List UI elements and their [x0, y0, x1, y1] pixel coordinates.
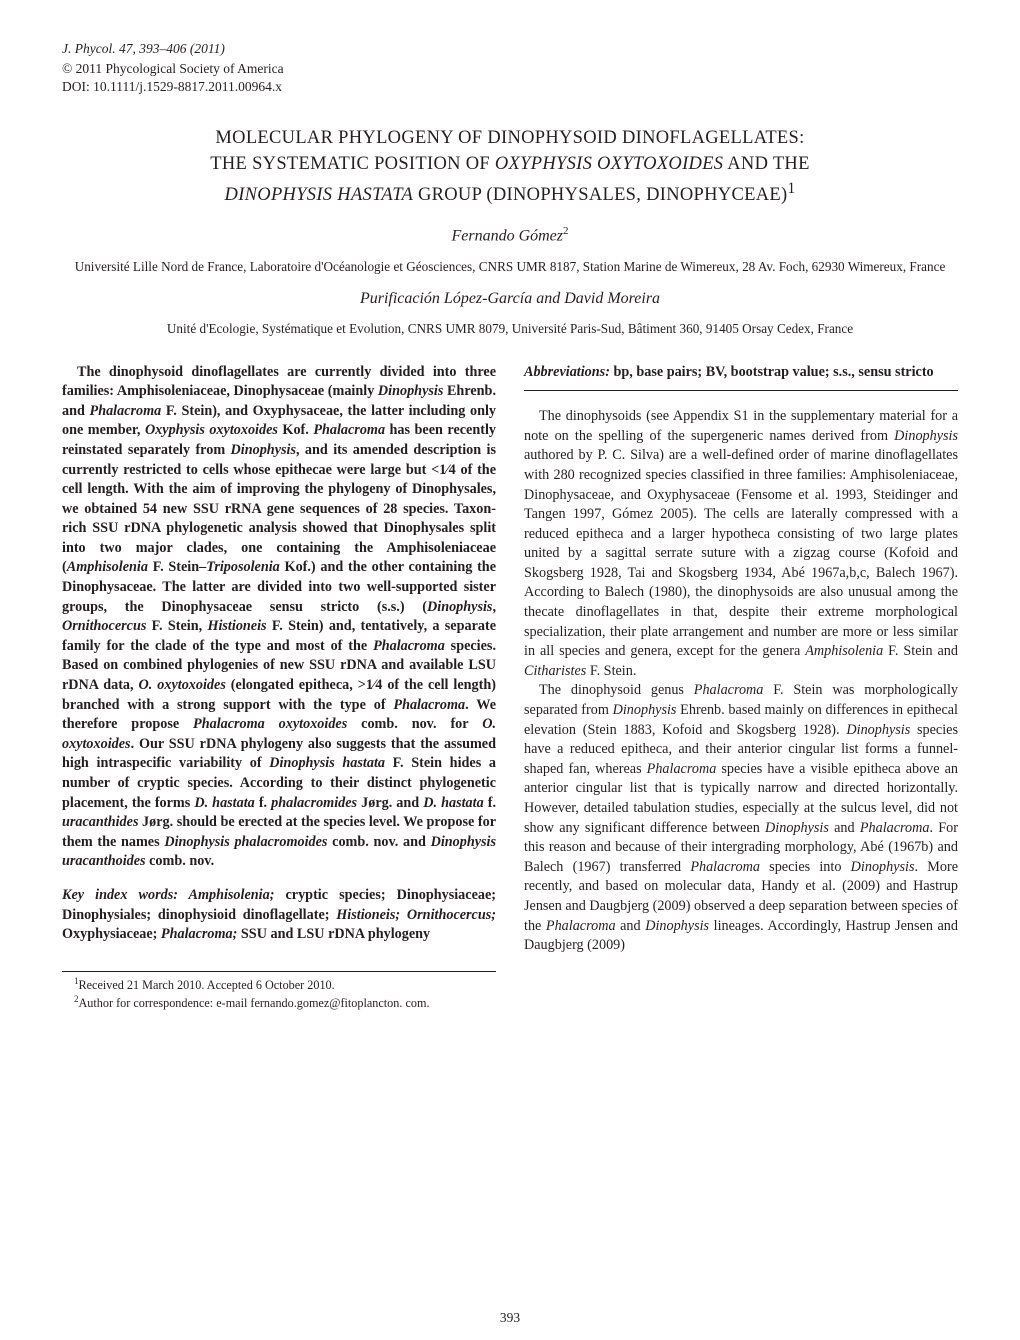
kw-03: Histioneis; Ornithocercus;: [336, 907, 496, 923]
author-block-2: Purificación López-García and David More…: [62, 290, 958, 308]
author-block-1: Fernando Gómez2: [62, 225, 958, 245]
abs-s45: comb. nov.: [146, 853, 215, 869]
abs-s32: Dinophysis hastata: [269, 755, 385, 771]
title-line-2c: AND THE: [723, 154, 809, 174]
p1f: Citharistes: [524, 663, 586, 679]
abs-s07: Kof.: [278, 422, 313, 438]
abbrev-label: Abbreviations:: [524, 364, 610, 380]
abs-s14: Triposolenia: [206, 559, 280, 575]
abs-s38: D. hastata: [423, 795, 483, 811]
author-2-3-name: Purificación López-García and David More…: [360, 290, 660, 308]
title-line-1: MOLECULAR PHYLOGENY OF DINOPHYSOID DINOF…: [215, 128, 804, 148]
abs-s22: Phalacroma: [373, 638, 445, 654]
abs-s13: F. Stein–: [148, 559, 206, 575]
article-title: MOLECULAR PHYLOGENY OF DINOPHYSOID DINOF…: [92, 125, 928, 210]
divider-rule: [524, 390, 958, 391]
abs-s18: Ornithocercus: [62, 618, 146, 634]
p2j: Dinophysis: [765, 820, 829, 836]
left-column: The dinophysoid dinoflagellates are curr…: [62, 363, 496, 1012]
fn1-text: Received 21 March 2010. Accepted 6 Octob…: [79, 978, 335, 992]
abs-s37: Jørg. and: [357, 795, 423, 811]
p1b: Dinophysis: [894, 428, 958, 444]
title-line-2a: THE SYSTEMATIC POSITION OF: [210, 154, 495, 174]
abstract: The dinophysoid dinoflagellates are curr…: [62, 363, 496, 872]
p2l: Phalacroma: [860, 820, 930, 836]
abs-s29: comb. nov. for: [347, 716, 482, 732]
p2t: Dinophysis: [645, 918, 709, 934]
p1g: F. Stein.: [586, 663, 636, 679]
title-footnote-ref: 1: [787, 180, 795, 197]
keywords-label: Key index words:: [62, 887, 188, 903]
abs-s10: Dinophysis: [231, 442, 296, 458]
journal-citation: J. Phycol. 47, 393–406 (2011): [62, 40, 958, 58]
p2p: Dinophysis: [851, 859, 915, 875]
p2h: Phalacroma: [647, 761, 717, 777]
author-1-name: Fernando Gómez2: [451, 225, 568, 245]
abs-s20: Histioneis: [207, 618, 266, 634]
keywords-block: Key index words: Amphisolenia; cryptic s…: [62, 886, 496, 945]
p1d: Amphisolenia: [805, 643, 883, 659]
p2b: Phalacroma: [694, 682, 764, 698]
title-line-3b: GROUP (DINOPHYSALES, DINOPHYCEAE): [413, 185, 787, 205]
p2n: Phalacroma: [690, 859, 760, 875]
p2r: Phalacroma: [546, 918, 616, 934]
page-number: 393: [0, 1310, 1020, 1326]
title-taxon-1: OXYPHYSIS OXYTOXOIDES: [495, 154, 723, 174]
abs-s39: f.: [484, 795, 496, 811]
abbreviations-block: Abbreviations: bp, base pairs; BV, boots…: [524, 363, 958, 383]
p2k: and: [829, 820, 860, 836]
abs-s11: , and its amended description is current…: [62, 442, 496, 576]
kw-04: Oxyphysiaceae;: [62, 926, 161, 942]
p2f: Dinophysis: [846, 722, 910, 738]
p1c: authored by P. C. Silva) are a well-defi…: [524, 447, 958, 659]
abs-s42: Dinophysis phalacromoides: [164, 834, 327, 850]
abs-s36: phalacromides: [271, 795, 357, 811]
abs-s17: ,: [492, 599, 496, 615]
footnotes: 1Received 21 March 2010. Accepted 6 Octo…: [62, 971, 496, 1012]
abs-s26: Phalacroma: [393, 697, 465, 713]
abs-s19: F. Stein,: [146, 618, 207, 634]
abs-s04: Phalacroma: [90, 403, 162, 419]
abbrev-text: bp, base pairs; BV, bootstrap value; s.s…: [610, 364, 934, 380]
author-1-sup: 2: [563, 225, 569, 237]
p2d: Dinophysis: [613, 702, 677, 718]
doi-line: DOI: 10.1111/j.1529-8817.2011.00964.x: [62, 78, 958, 96]
abs-s35: f.: [255, 795, 271, 811]
abs-s12: Amphisolenia: [67, 559, 148, 575]
p2a: The dinophysoid genus: [539, 682, 694, 698]
abs-s28: Phalacroma oxytoxoides: [193, 716, 347, 732]
p2o: species into: [760, 859, 851, 875]
abs-s40: uracanthides: [62, 814, 138, 830]
abs-s16: Dinophysis: [427, 599, 492, 615]
p1a: The dinophysoids (see Appendix S1 in the…: [524, 408, 958, 444]
abs-s24: O. oxytoxoides: [139, 677, 226, 693]
p1e: F. Stein and: [883, 643, 958, 659]
p2s: and: [616, 918, 646, 934]
kw-05: Phalacroma;: [161, 926, 237, 942]
abs-s08: Phalacroma: [313, 422, 385, 438]
abs-s02: Dinophysis: [378, 383, 443, 399]
abs-s06: Oxyphysis oxytoxoides: [145, 422, 278, 438]
two-column-layout: The dinophysoid dinoflagellates are curr…: [62, 363, 958, 1012]
fn2-text: Author for correspondence: e-mail fernan…: [79, 996, 430, 1010]
introduction: The dinophysoids (see Appendix S1 in the…: [524, 407, 958, 956]
affiliation-1: Université Lille Nord de France, Laborat…: [72, 258, 948, 276]
kw-01: Amphisolenia;: [188, 887, 274, 903]
copyright-line: © 2011 Phycological Society of America: [62, 60, 958, 78]
author-1-text: Fernando Gómez: [451, 228, 563, 245]
kw-06: SSU and LSU rDNA phylogeny: [237, 926, 430, 942]
abs-s43: comb. nov. and: [327, 834, 430, 850]
abs-s34: D. hastata: [194, 795, 254, 811]
affiliation-2: Unité d'Ecologie, Systématique et Evolut…: [72, 320, 948, 338]
right-column: Abbreviations: bp, base pairs; BV, boots…: [524, 363, 958, 1012]
title-taxon-2: DINOPHYSIS HASTATA: [225, 185, 414, 205]
